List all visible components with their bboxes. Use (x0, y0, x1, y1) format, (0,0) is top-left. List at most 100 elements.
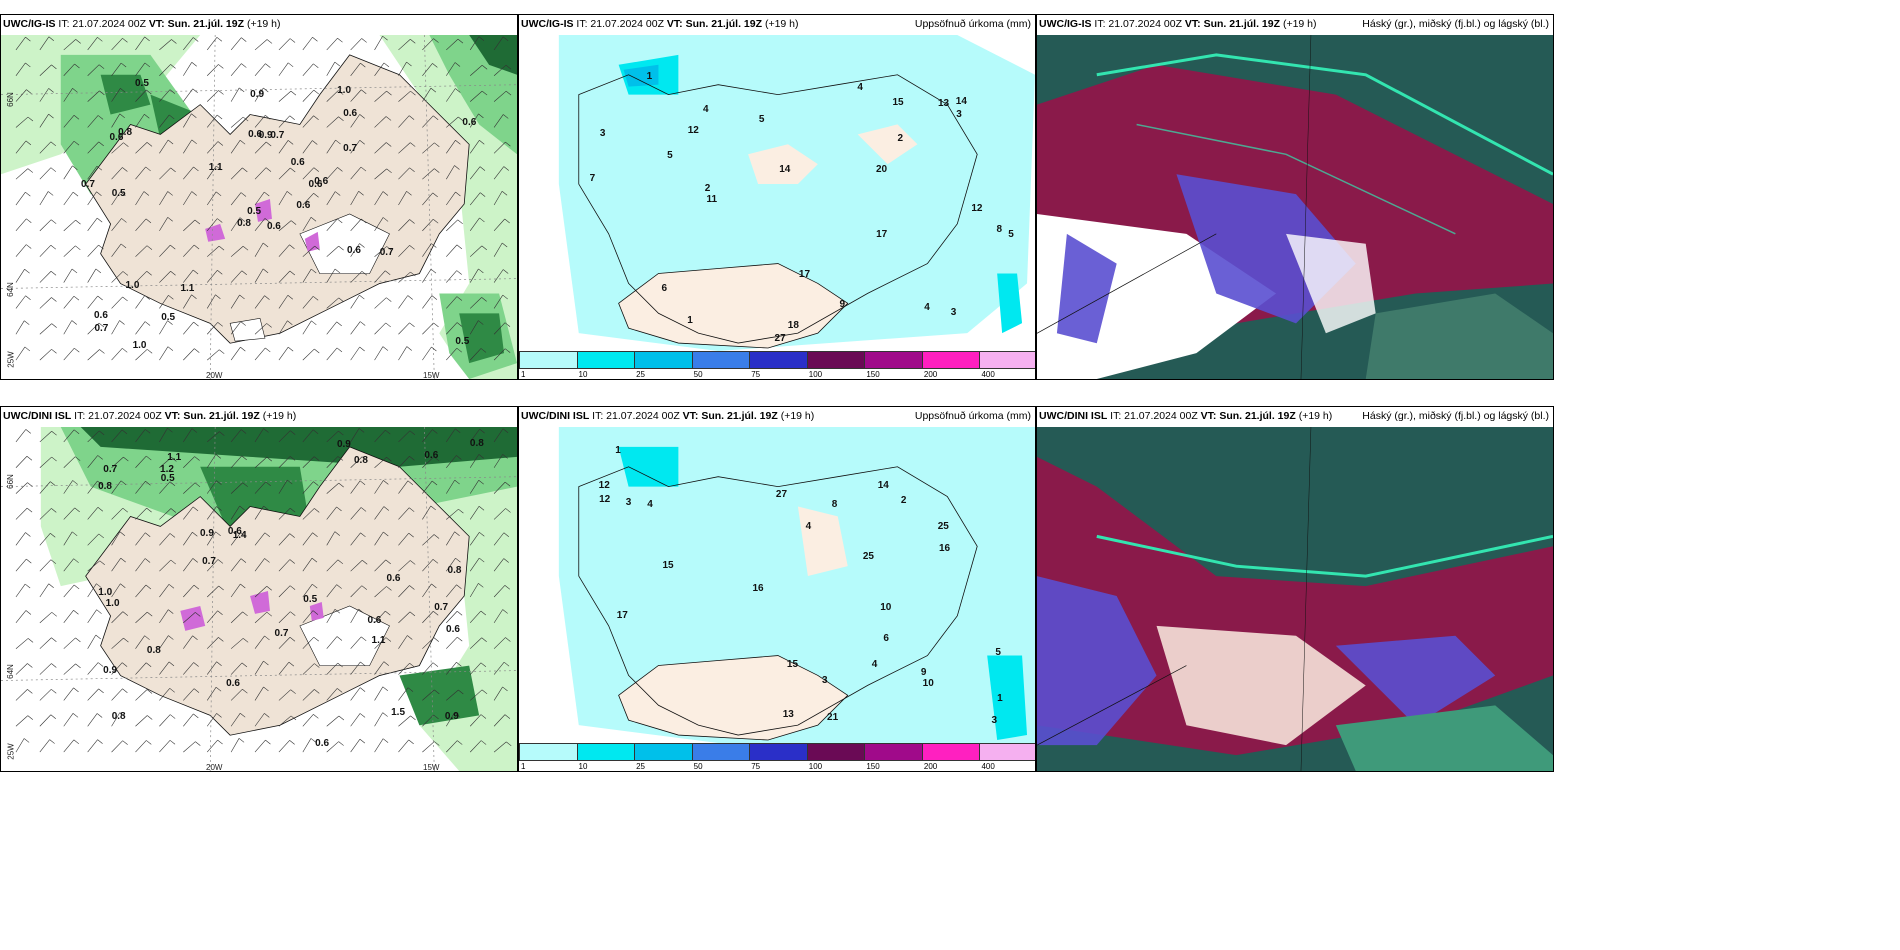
wind-barb (350, 585, 363, 598)
map-clouds-igis[interactable] (1037, 35, 1553, 379)
wind-barb-flag (238, 738, 245, 743)
panel-title: UWC/IG-IS IT: 21.07.2024 00Z VT: Sun. 21… (521, 18, 799, 30)
wind-barb (493, 532, 505, 546)
wind-barb-flag (478, 583, 484, 588)
wind-barb-flag (50, 533, 56, 538)
wind-barb-flag (73, 140, 80, 146)
wind-barb (350, 89, 362, 102)
wind-barb-flag (289, 115, 295, 120)
map-clouds-dini[interactable] (1037, 427, 1553, 771)
colorbar-tick: 75 (751, 370, 761, 379)
wind-barb-flag (51, 637, 57, 642)
wind-barb (350, 608, 359, 624)
wind-barb (87, 583, 97, 598)
wind-barb (493, 741, 507, 753)
colorbar-segment (576, 743, 636, 761)
wind-barb-flag (382, 346, 389, 351)
wind-barb (254, 191, 265, 206)
wind-barb-flag (478, 36, 485, 41)
wind-barb-flag (119, 712, 125, 717)
map-wind-dini[interactable]: 0.6 0.7 0.8 1.1 1.4 1.5 0.9 0.8 0.9 0.6 0.8 1.0 0.7 0… (1, 427, 517, 771)
wind-barb-flag (147, 611, 153, 617)
wind-value-label: 0.5 (111, 188, 126, 200)
wind-barb-flag (146, 89, 152, 95)
wind-barb-flag (96, 609, 102, 614)
precip-value-label: 4 (647, 499, 653, 511)
wind-barb-flag (122, 507, 128, 513)
wind-barb-flag (195, 741, 201, 746)
wind-barb (326, 347, 338, 361)
wind-value-label: 0.6 (346, 245, 361, 257)
wind-barb-flag (336, 347, 343, 353)
wind-barb-flag (409, 507, 415, 512)
wind-barb (15, 532, 26, 546)
wind-barb (350, 166, 362, 180)
wind-barb-flag (121, 218, 127, 223)
wind-barb-flag (27, 715, 33, 720)
panel-clouds-igis: UWC/IG-IS IT: 21.07.2024 00Z VT: Sun. 21… (1036, 14, 1554, 380)
wind-barb (111, 218, 122, 232)
wind-value-label: 0.5 (303, 594, 318, 606)
wind-barb (87, 713, 98, 727)
map-wind-igis[interactable]: 0.6 0.6 0.5 0.6 0.6 1.1 1.0 0.7 0.6 0.6 0.5 0.5 0.5 0… (1, 35, 517, 379)
wind-barb-flag (433, 218, 439, 224)
wind-barb-flag (382, 191, 389, 196)
map-precip-igis[interactable]: 3 12 20 18 13 27 17 11 14 5 8 4 2 6 7 1 2 5 3 9 4 12 14 17 15 5 3 4… (519, 35, 1035, 351)
wind-barb-flag (143, 191, 150, 196)
wind-barb-flag (26, 507, 33, 513)
wind-barb-flag (123, 456, 129, 462)
wind-barb-flag (314, 689, 320, 694)
wind-barb-flag (478, 268, 484, 274)
colorbar-tick: 25 (636, 370, 646, 379)
wind-barb-flag (147, 715, 153, 720)
wind-barb (111, 662, 123, 675)
wind-barb-flag (167, 320, 173, 325)
wind-barb (374, 480, 384, 494)
wind-barb-flag (265, 347, 271, 353)
wind-value-label: 0.6 (227, 525, 242, 537)
wind-barb (254, 347, 266, 361)
wind-barb (278, 507, 291, 520)
wind-barb-flag (25, 191, 31, 197)
map-precip-dini[interactable]: 4 10 12 25 13 27 21 14 15 17 9 8 10 3 1 2 5 4 3 6 12 15 25 16 16… (519, 427, 1035, 743)
wind-barb-flag (144, 558, 151, 563)
wind-barb (278, 346, 289, 361)
wind-barb (230, 321, 241, 335)
wind-barb (278, 689, 291, 701)
wind-barb-flag (456, 611, 463, 616)
wind-barb-flag (338, 116, 344, 121)
precip-value-label: 20 (876, 163, 888, 175)
wind-barb (111, 429, 123, 443)
wind-barb (374, 559, 386, 572)
wind-barb-flag (431, 346, 437, 352)
wind-barb (135, 584, 147, 598)
wind-barb (398, 635, 408, 649)
wind-barb (350, 271, 363, 283)
wind-barb-flag (72, 165, 78, 171)
wind-barb (278, 456, 291, 468)
wind-barb (230, 482, 243, 494)
wind-barb-flag (218, 245, 225, 251)
wind-barb-flag (217, 739, 223, 745)
wind-barb (39, 689, 52, 701)
wind-barb (206, 322, 218, 335)
wind-barb-flag (290, 689, 296, 694)
wind-barb-flag (360, 62, 366, 68)
wind-barb-flag (74, 63, 80, 69)
wind-barb (87, 430, 100, 443)
wind-barb-flag (263, 505, 269, 511)
wind-barb-flag (99, 349, 105, 354)
wind-barb-flag (240, 346, 246, 352)
wind-barb (230, 294, 240, 309)
wind-barb-flag (410, 39, 416, 44)
wind-barb (469, 245, 483, 257)
panel-title: UWC/IG-IS IT: 21.07.2024 00Z VT: Sun. 21… (3, 18, 281, 30)
wind-barb-flag (266, 456, 273, 462)
wind-barb (398, 507, 410, 520)
wind-barb (350, 636, 362, 649)
colorbar-tick: 400 (981, 762, 995, 771)
wind-barb (230, 37, 242, 51)
wind-barb-flag (502, 609, 508, 614)
wind-barb (159, 688, 170, 701)
wind-value-label: 0.9 (199, 528, 214, 540)
